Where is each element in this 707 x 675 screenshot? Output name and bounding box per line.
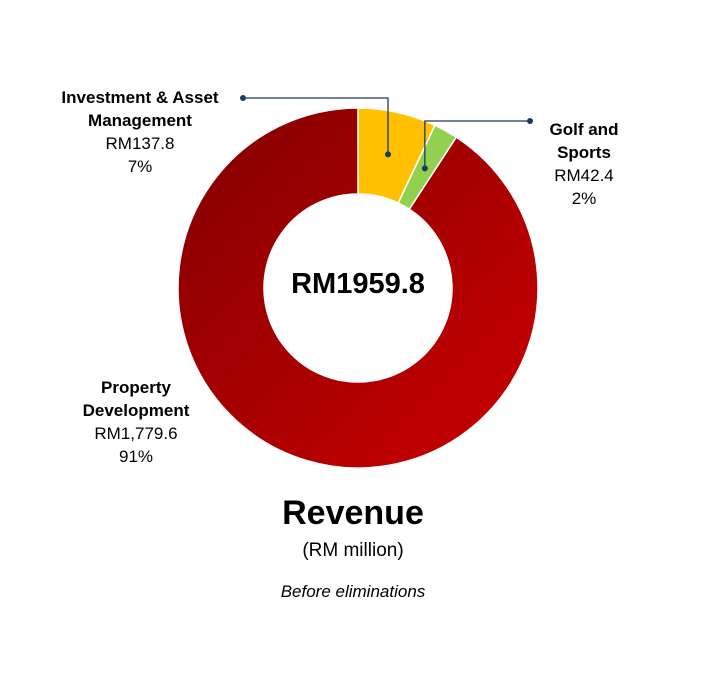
leader-investment-end-dot [240, 95, 246, 101]
property-name-line-2: Development [82, 401, 190, 420]
property-percent: 91% [118, 447, 154, 466]
label-property-development: Property Development RM1,779.6 91% [46, 376, 226, 468]
leader-investment-anchor-dot [385, 151, 392, 158]
center-total: RM1959.8 [291, 268, 425, 300]
leader-golf-line [424, 120, 530, 169]
investment-percent: 7% [127, 157, 153, 176]
chart-subtitle: (RM million) [302, 540, 404, 561]
golf-percent: 2% [571, 189, 597, 208]
slice-property-development [177, 107, 539, 469]
leader-golf-end-dot [527, 118, 533, 124]
golf-value: RM42.4 [554, 166, 614, 185]
label-investment-asset-management: Investment & Asset Management RM137.8 7% [40, 86, 240, 178]
investment-name-line-1: Investment & Asset [61, 88, 219, 107]
investment-value: RM137.8 [105, 134, 175, 153]
leader-investment-line [243, 97, 389, 155]
chart-note: Before eliminations [280, 582, 426, 601]
golf-name-line-1: Golf and [549, 120, 619, 139]
label-golf-and-sports: Golf and Sports RM42.4 2% [532, 118, 636, 210]
leader-golf-anchor-dot [421, 165, 428, 172]
property-name-line-1: Property [101, 378, 171, 397]
golf-name-line-2: Sports [557, 143, 611, 162]
investment-name-line-2: Management [88, 111, 192, 130]
property-value: RM1,779.6 [94, 424, 178, 443]
chart-title: Revenue [282, 494, 424, 532]
